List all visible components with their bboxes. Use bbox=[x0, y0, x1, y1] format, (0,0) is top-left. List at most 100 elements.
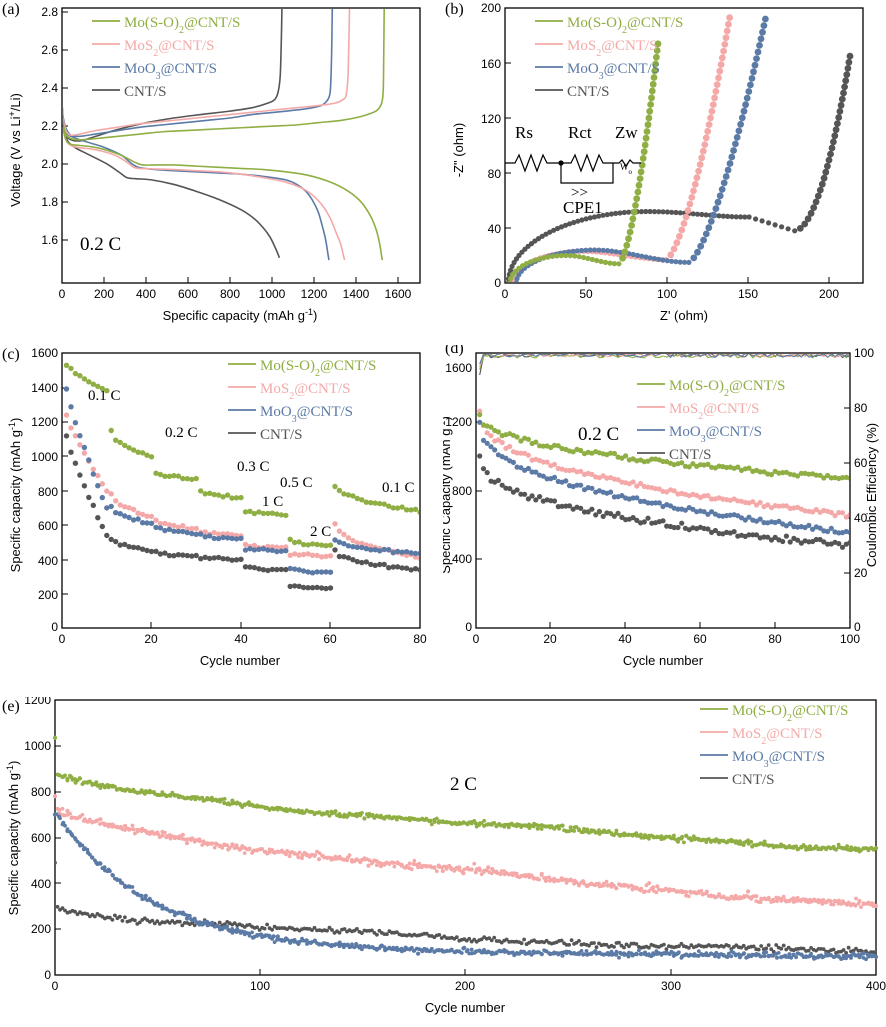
svg-text:200: 200 bbox=[94, 287, 114, 301]
svg-text:2.8: 2.8 bbox=[41, 5, 58, 19]
svg-text:2.2: 2.2 bbox=[41, 119, 58, 133]
svg-text:MoO3@CNT/S: MoO3@CNT/S bbox=[732, 749, 825, 770]
svg-text:Coulombic Efficiency (%): Coulombic Efficiency (%) bbox=[864, 423, 879, 567]
svg-text:(c): (c) bbox=[2, 346, 20, 363]
svg-text:1600: 1600 bbox=[385, 287, 412, 301]
svg-text:MoS2@CNT/S: MoS2@CNT/S bbox=[669, 401, 760, 422]
svg-text:300: 300 bbox=[661, 979, 681, 993]
svg-text:Rct: Rct bbox=[568, 123, 592, 142]
svg-text:800: 800 bbox=[38, 485, 58, 499]
svg-text:Specific capacity (mAh g-1): Specific capacity (mAh g-1) bbox=[163, 307, 318, 323]
svg-text:Mo(S-O)2@CNT/S: Mo(S-O)2@CNT/S bbox=[260, 358, 376, 379]
svg-text:100: 100 bbox=[250, 979, 270, 993]
svg-text:100: 100 bbox=[840, 632, 860, 646]
svg-text:2 C: 2 C bbox=[310, 524, 331, 540]
svg-text:Mo(S-O)2@CNT/S: Mo(S-O)2@CNT/S bbox=[567, 15, 683, 36]
svg-text:800: 800 bbox=[31, 785, 51, 799]
svg-text:CNT/S: CNT/S bbox=[669, 447, 712, 463]
svg-text:CNT/S: CNT/S bbox=[567, 84, 610, 100]
svg-text:Specific capacity (mAh g-1): Specific capacity (mAh g-1) bbox=[5, 761, 21, 916]
svg-text:20: 20 bbox=[543, 632, 557, 646]
svg-text:400: 400 bbox=[866, 979, 886, 993]
svg-text:1000: 1000 bbox=[24, 739, 51, 753]
svg-text:2.4: 2.4 bbox=[41, 81, 58, 95]
svg-text:0.1 C: 0.1 C bbox=[382, 480, 415, 496]
svg-text:0.2 C: 0.2 C bbox=[165, 425, 198, 441]
svg-text:60: 60 bbox=[323, 632, 337, 646]
svg-text:Mo(S-O)2@CNT/S: Mo(S-O)2@CNT/S bbox=[732, 703, 848, 724]
svg-text:Mo(S-O)2@CNT/S: Mo(S-O)2@CNT/S bbox=[669, 378, 785, 399]
svg-text:CNT/S: CNT/S bbox=[732, 772, 775, 788]
svg-text:800: 800 bbox=[220, 287, 240, 301]
svg-text:0: 0 bbox=[51, 620, 58, 634]
svg-text:(e): (e) bbox=[2, 698, 20, 715]
svg-text:1.6: 1.6 bbox=[41, 233, 58, 247]
svg-text:400: 400 bbox=[31, 877, 51, 891]
svg-text:Specific capacity (mAh g-1): Specific capacity (mAh g-1) bbox=[7, 418, 23, 573]
svg-text:Cycle number: Cycle number bbox=[200, 653, 281, 668]
svg-text:40: 40 bbox=[234, 632, 248, 646]
svg-text:CNT/S: CNT/S bbox=[124, 84, 167, 100]
svg-text:Wo: Wo bbox=[620, 162, 633, 176]
svg-text:0: 0 bbox=[502, 287, 509, 301]
svg-text:100: 100 bbox=[657, 287, 677, 301]
svg-text:400: 400 bbox=[452, 552, 472, 566]
svg-text:1200: 1200 bbox=[301, 287, 328, 301]
svg-text:-Z" (ohm): -Z" (ohm) bbox=[451, 123, 466, 177]
svg-text:Cycle number: Cycle number bbox=[425, 1000, 506, 1015]
svg-text:2 C: 2 C bbox=[450, 774, 477, 795]
svg-text:1 C: 1 C bbox=[262, 494, 283, 510]
svg-text:200: 200 bbox=[31, 922, 51, 936]
svg-text:2.6: 2.6 bbox=[41, 43, 58, 57]
svg-text:200: 200 bbox=[455, 979, 475, 993]
svg-text:150: 150 bbox=[738, 287, 758, 301]
svg-text:0.2 C: 0.2 C bbox=[578, 424, 619, 445]
svg-text:0: 0 bbox=[52, 979, 59, 993]
svg-text:80: 80 bbox=[413, 632, 427, 646]
svg-text:Rs: Rs bbox=[515, 123, 533, 142]
svg-text:0: 0 bbox=[494, 276, 501, 290]
svg-text:200: 200 bbox=[481, 1, 501, 15]
svg-text:1000: 1000 bbox=[259, 287, 286, 301]
svg-text:CNT/S: CNT/S bbox=[260, 427, 303, 443]
svg-text:2.0: 2.0 bbox=[41, 157, 58, 171]
svg-text:Specific Capacity (mAh g-1): Specific Capacity (mAh g-1) bbox=[443, 416, 453, 574]
svg-text:Zw: Zw bbox=[615, 123, 638, 142]
svg-text:600: 600 bbox=[38, 519, 58, 533]
svg-text:0.2 C: 0.2 C bbox=[80, 234, 121, 255]
svg-text:Z' (ohm): Z' (ohm) bbox=[660, 308, 708, 323]
svg-text:0: 0 bbox=[44, 968, 51, 982]
svg-text:CPE1: CPE1 bbox=[563, 198, 603, 217]
svg-text:100: 100 bbox=[854, 346, 874, 360]
svg-text:200: 200 bbox=[819, 287, 839, 301]
svg-text:1400: 1400 bbox=[343, 287, 370, 301]
svg-text:MoS2@CNT/S: MoS2@CNT/S bbox=[567, 38, 658, 59]
svg-text:80: 80 bbox=[768, 632, 782, 646]
svg-text:(b): (b) bbox=[445, 1, 464, 18]
svg-text:MoO3@CNT/S: MoO3@CNT/S bbox=[260, 404, 353, 425]
svg-text:80: 80 bbox=[854, 401, 868, 415]
svg-text:160: 160 bbox=[481, 57, 501, 71]
svg-text:0: 0 bbox=[59, 287, 66, 301]
svg-text:Voltage (V vs Li+/Li): Voltage (V vs Li+/Li) bbox=[7, 93, 23, 207]
svg-text:20: 20 bbox=[144, 632, 158, 646]
svg-text:40: 40 bbox=[618, 632, 632, 646]
svg-text:800: 800 bbox=[452, 484, 472, 498]
svg-text:600: 600 bbox=[178, 287, 198, 301]
svg-text:1400: 1400 bbox=[31, 381, 58, 395]
svg-text:1.8: 1.8 bbox=[41, 195, 58, 209]
svg-text:(d): (d) bbox=[445, 345, 464, 357]
svg-text:0.3 C: 0.3 C bbox=[237, 459, 270, 475]
svg-text:80: 80 bbox=[488, 167, 502, 181]
svg-text:MoO3@CNT/S: MoO3@CNT/S bbox=[567, 61, 660, 82]
svg-text:200: 200 bbox=[38, 588, 58, 602]
svg-text:1600: 1600 bbox=[445, 361, 472, 375]
svg-text:400: 400 bbox=[38, 554, 58, 568]
svg-text:(a): (a) bbox=[2, 1, 20, 18]
svg-text:Cycle number: Cycle number bbox=[623, 653, 704, 668]
svg-text:0: 0 bbox=[465, 620, 472, 634]
svg-text:50: 50 bbox=[579, 287, 593, 301]
svg-text:0: 0 bbox=[473, 632, 480, 646]
svg-text:MoS2@CNT/S: MoS2@CNT/S bbox=[260, 381, 351, 402]
svg-text:MoO3@CNT/S: MoO3@CNT/S bbox=[669, 424, 762, 445]
